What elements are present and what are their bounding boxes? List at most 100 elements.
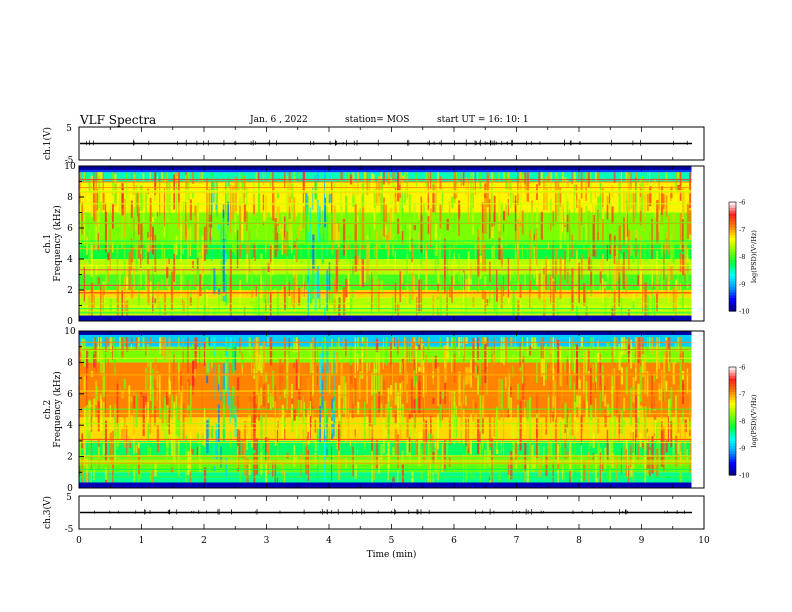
ch1_spectrogram-stroke xyxy=(493,173,496,182)
ch2_spectrogram-stroke xyxy=(331,426,333,434)
x-tick-label: 9 xyxy=(639,536,645,546)
ch1_spectrogram-stroke xyxy=(453,252,455,286)
ch1_spectrogram-stroke xyxy=(592,214,595,257)
ch2_spectrogram-stroke xyxy=(434,442,437,448)
ch1_spectrogram-stroke xyxy=(123,241,126,278)
ch1_spectrogram-stroke xyxy=(543,274,546,313)
ch2_spectrogram-colorbar-cell xyxy=(729,402,736,406)
ch2_spectrogram-stroke xyxy=(519,400,522,431)
ch2_spectrogram-stroke xyxy=(135,337,138,349)
ch2_spectrogram-stroke xyxy=(599,383,603,393)
ch1_spectrogram-stroke xyxy=(505,172,508,190)
ch2_spectrogram-stroke xyxy=(260,438,263,476)
ch1_spectrogram-stroke xyxy=(140,254,142,268)
ch1_spectrogram-stroke xyxy=(646,295,650,316)
ch1_spectrogram-stroke xyxy=(276,232,279,252)
ch1_spectrogram-stroke xyxy=(135,243,138,265)
ch2_spectrogram-stroke xyxy=(481,395,485,419)
ch1_spectrogram-stroke xyxy=(302,206,305,229)
ch1_spectrogram-stroke xyxy=(298,225,301,238)
ch1_spectrogram-stroke xyxy=(234,308,237,319)
ch2_spectrogram-stroke xyxy=(637,337,639,359)
ch2_spectrogram-stroke xyxy=(215,423,218,437)
ch2_spectrogram-stroke xyxy=(620,409,623,434)
ch2_spectrogram-stroke xyxy=(583,418,585,432)
ch1_spectrogram-stroke xyxy=(573,184,577,195)
ch2_spectrogram-stroke xyxy=(569,470,571,486)
ch2_spectrogram-stroke xyxy=(658,420,661,456)
ch2_spectrogram-stroke xyxy=(189,385,192,424)
ch1_spectrogram-stroke xyxy=(135,184,137,225)
ch1_spectrogram-stroke xyxy=(564,215,566,244)
ch1_spectrogram-stroke xyxy=(656,293,658,312)
ch1_spectrogram-stroke xyxy=(291,290,294,307)
ch1_spectrogram-group xyxy=(79,166,692,321)
ch2_spectrogram-stroke xyxy=(646,435,650,475)
ch2_spectrogram-stroke xyxy=(265,372,268,383)
ch2_spectrogram-stroke xyxy=(208,337,210,345)
ch2_spectrogram-stroke xyxy=(465,337,468,344)
ch1_spectrogram-ylabel-line: Frequency (kHz) xyxy=(52,205,63,282)
ch2_spectrogram-stroke xyxy=(458,416,460,442)
ch2_spectrogram-stroke xyxy=(500,379,503,409)
ch1_spectrogram-colorbar-cell xyxy=(729,275,736,279)
ch2_spectrogram-stroke xyxy=(474,365,478,378)
ch1_spectrogram-stroke xyxy=(639,282,642,315)
ch1_spectrogram-stroke xyxy=(481,186,484,210)
ch2_spectrogram-stroke xyxy=(517,351,519,358)
ch1_spectrogram-stroke xyxy=(194,274,197,288)
ch1_spectrogram-stroke xyxy=(163,249,166,266)
ch2_spectrogram-stroke xyxy=(147,444,150,464)
ch2_spectrogram-stroke xyxy=(104,390,107,414)
ch2_spectrogram-colorbar-cell xyxy=(729,377,736,382)
ch2_spectrogram-stroke xyxy=(677,442,680,455)
ch1_spectrogram-stroke xyxy=(262,194,265,226)
ch2_spectrogram-stroke xyxy=(583,459,586,481)
ch2_spectrogram-stroke xyxy=(557,397,560,414)
ch2_spectrogram-stroke xyxy=(156,371,159,389)
ch1_spectrogram-stroke xyxy=(467,180,470,223)
ch1_spectrogram-stroke xyxy=(144,222,148,263)
ch1_spectrogram-stroke xyxy=(406,287,409,310)
ch1_spectrogram-stroke xyxy=(236,180,239,193)
ch2_spectrogram-stroke xyxy=(580,445,583,486)
ch2_spectrogram-stroke xyxy=(415,345,417,374)
ch2_spectrogram-stroke xyxy=(385,337,388,366)
ch2_spectrogram-stroke xyxy=(592,432,595,449)
ch1_spectrogram-stroke xyxy=(170,198,173,214)
ch1_spectrogram-stroke xyxy=(109,298,112,313)
ch1_spectrogram-stroke xyxy=(637,275,640,286)
ch2_spectrogram-stroke xyxy=(651,337,654,356)
ch1_spectrogram-stroke xyxy=(293,254,295,278)
ch1_spectrogram-stroke xyxy=(340,172,343,181)
ch1_spectrogram-stroke xyxy=(653,295,656,318)
ch2_spectrogram-stroke xyxy=(507,372,511,415)
ch1_spectrogram-stroke xyxy=(111,172,114,196)
ch2_spectrogram-stroke xyxy=(314,419,317,433)
ch2_spectrogram-stroke xyxy=(79,354,81,375)
ch2_spectrogram-stroke xyxy=(328,364,330,374)
ch1_spectrogram-colorbar-cell xyxy=(729,204,736,209)
ch1_spectrogram-stroke xyxy=(585,205,588,225)
ch2_spectrogram-stroke xyxy=(425,354,428,373)
ch2_spectrogram-stroke xyxy=(260,387,263,406)
ch1_spectrogram-stroke xyxy=(121,212,124,249)
ch2_spectrogram-stroke xyxy=(93,468,95,481)
ch2_spectrogram-stroke xyxy=(213,364,215,400)
ch2_spectrogram-stroke xyxy=(340,413,342,438)
ch1_spectrogram-stroke xyxy=(609,198,612,220)
ch2_spectrogram-colorbar-cell xyxy=(729,367,736,371)
ch1_spectrogram-stroke xyxy=(653,196,656,213)
ch1_spectrogram-colorbar-cell xyxy=(729,251,736,255)
ch1_spectrogram-stroke xyxy=(253,242,256,262)
ch2_spectrogram-stroke xyxy=(604,447,607,470)
ch1_spectrogram-stroke xyxy=(100,201,102,226)
ch2_spectrogram-stroke xyxy=(425,468,428,476)
ch2_spectrogram-stroke xyxy=(373,465,376,480)
ch1_spectrogram-stroke xyxy=(601,221,604,247)
ch2_spectrogram-stroke xyxy=(389,398,393,426)
ch2_spectrogram-stroke xyxy=(382,379,386,409)
ch2_spectrogram-topband xyxy=(79,331,692,335)
